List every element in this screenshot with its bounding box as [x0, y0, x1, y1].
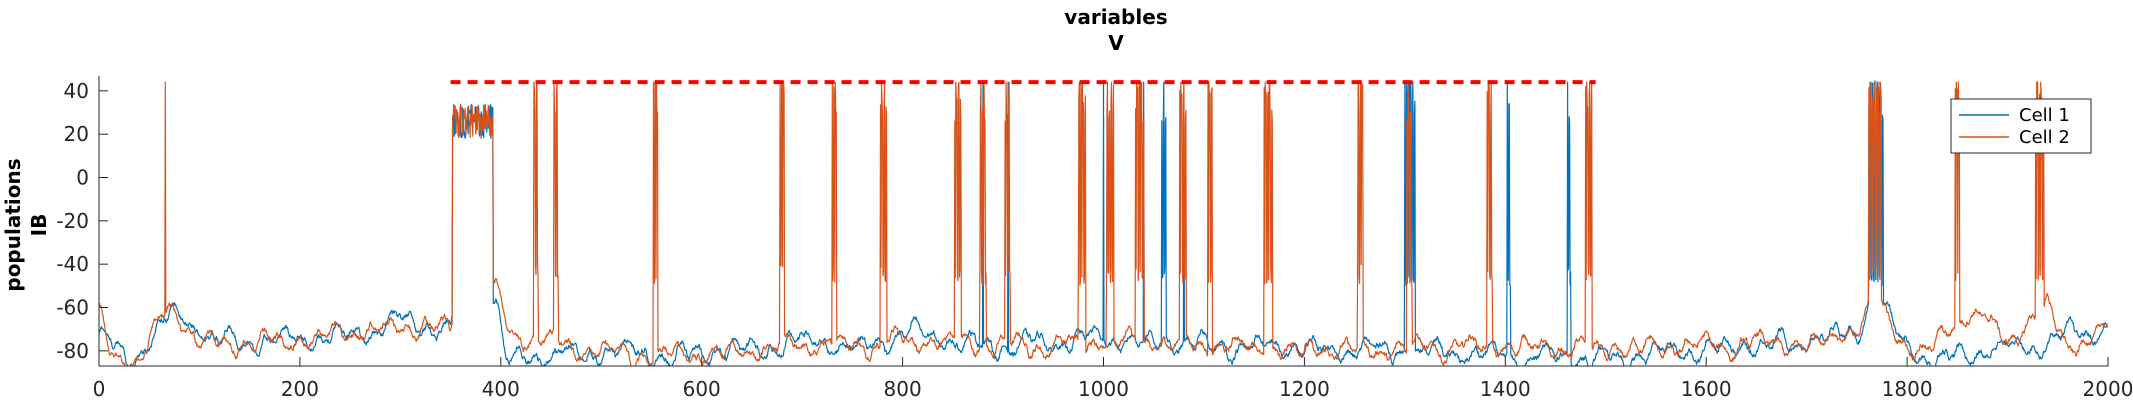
x-tick-label: 1600	[1681, 377, 1732, 400]
x-tick-label: 200	[281, 377, 319, 400]
y-tick-label: -60	[56, 296, 89, 320]
x-tick-label: 1200	[1279, 377, 1330, 400]
title-line: V	[1108, 31, 1124, 55]
x-tick-label: 600	[683, 377, 721, 400]
x-tick-label: 1000	[1078, 377, 1129, 400]
x-tick-label: 800	[884, 377, 922, 400]
y-tick-label: -80	[56, 339, 89, 363]
x-tick-label: 2000	[2083, 377, 2133, 400]
y-tick-label: 40	[64, 79, 89, 103]
legend-box	[1950, 98, 2092, 154]
x-tick-label: 400	[482, 377, 520, 400]
y-axis-label: populations IB	[1, 158, 51, 291]
x-tick-label: 1400	[1480, 377, 1531, 400]
y-tick-label: 20	[64, 122, 89, 146]
y-tick-label: -20	[56, 209, 89, 233]
x-tick-label: 1800	[1882, 377, 1933, 400]
title-line: variables	[1064, 5, 1167, 29]
legend-entry: Cell 1	[2019, 105, 2070, 126]
y-tick-label: 0	[76, 166, 89, 190]
x-axis-ticks: 0 200 400 600 800 1000 1200 1400 1600 1800 2000	[93, 357, 2133, 400]
series-lines	[99, 79, 2108, 366]
legend-entry: Cell 2	[2019, 127, 2070, 148]
ylabel-line: IB	[27, 214, 51, 237]
ylabel-line: populations	[1, 158, 25, 291]
y-axis-ticks: -80 -60 -40 -20 0 20 40	[56, 79, 108, 363]
series-line-cell-2	[99, 79, 2108, 366]
x-tick-label: 0	[93, 377, 106, 400]
y-tick-label: -40	[56, 252, 89, 276]
